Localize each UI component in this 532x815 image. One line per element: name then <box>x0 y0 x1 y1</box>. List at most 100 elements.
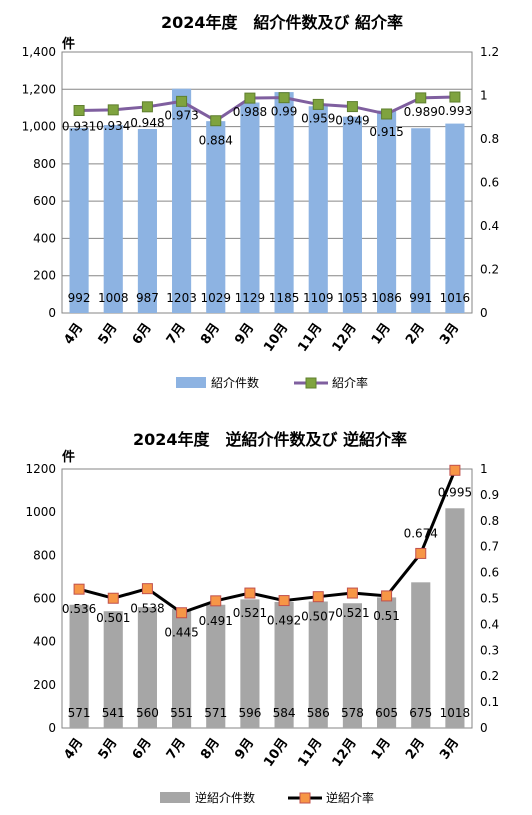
left-axis-tick-label: 0 <box>48 306 56 320</box>
right-axis-tick-label: 1 <box>480 462 488 476</box>
rate-value-label: 0.536 <box>62 602 96 616</box>
bar-value-label: 1029 <box>200 291 231 305</box>
right-axis-tick-label: 0.2 <box>480 669 499 683</box>
x-axis-category-label: 11月 <box>295 321 325 355</box>
rate-marker <box>244 587 256 599</box>
bar <box>240 102 260 313</box>
x-axis-category-label: 1月 <box>369 736 394 763</box>
chart-reverse-referrals: 2024年度 逆紹介件数及び 逆紹介率件 0 200 400 600 800 1000 120… <box>0 415 532 811</box>
rate-marker <box>312 98 324 110</box>
rate-marker <box>73 105 85 117</box>
bar <box>103 611 123 728</box>
rate-value-label: 0.973 <box>164 108 198 122</box>
left-axis-tick-label: 400 <box>33 635 56 649</box>
right-axis-tick-label: 0.4 <box>480 219 499 233</box>
x-axis-category-label: 8月 <box>198 321 223 348</box>
x-axis-category-label: 3月 <box>437 736 462 763</box>
right-axis-tick-label: 0.8 <box>480 514 499 528</box>
bar-value-label: 571 <box>68 706 91 720</box>
rate-line <box>79 95 455 123</box>
rate-marker <box>176 95 188 107</box>
bar <box>172 88 192 313</box>
bar-value-label: 596 <box>238 706 261 720</box>
bar-value-label: 571 <box>204 706 227 720</box>
x-axis-category-label: 7月 <box>164 736 189 763</box>
x-axis-category-label: 10月 <box>261 321 291 355</box>
rate-value-label: 0.491 <box>199 614 233 628</box>
bar-value-label: 1129 <box>235 291 266 305</box>
bar <box>137 128 157 313</box>
rate-marker <box>210 595 222 607</box>
bar <box>172 609 192 728</box>
rate-marker <box>415 547 427 559</box>
x-axis-category-label: 4月 <box>61 736 86 763</box>
rate-marker <box>107 592 119 604</box>
rate-marker <box>73 583 85 595</box>
rate-marker <box>449 91 461 103</box>
x-axis-category-label: 10月 <box>261 736 291 770</box>
left-axis-tick-label: 0 <box>48 721 56 735</box>
legend-marker-swatch <box>299 792 311 804</box>
rate-marker <box>278 595 290 607</box>
left-axis-tick-label: 1000 <box>25 505 56 519</box>
right-axis-tick-label: 0.6 <box>480 176 499 190</box>
rate-value-label: 0.948 <box>130 116 164 130</box>
x-axis-category-label: 7月 <box>164 321 189 348</box>
left-axis-tick-label: 1,400 <box>22 45 56 59</box>
right-axis-tick-label: 0.5 <box>480 592 499 606</box>
bar-value-label: 1086 <box>371 291 402 305</box>
rate-value-label: 0.949 <box>335 114 369 128</box>
rate-value-label: 0.501 <box>96 611 130 625</box>
bar-value-label: 991 <box>409 291 432 305</box>
bar <box>274 601 294 728</box>
x-axis-category-label: 3月 <box>437 321 462 348</box>
bar <box>445 508 465 728</box>
bar <box>240 599 260 728</box>
bar-value-label: 605 <box>375 706 398 720</box>
rate-marker <box>210 115 222 127</box>
x-axis-category-label: 1月 <box>369 321 394 348</box>
rate-value-label: 0.995 <box>438 485 472 499</box>
right-axis-tick-label: 0.4 <box>480 617 499 631</box>
rate-value-label: 0.51 <box>373 609 400 623</box>
left-axis-tick-label: 800 <box>33 157 56 171</box>
right-axis-tick-label: 0.3 <box>480 643 499 657</box>
bar <box>377 110 397 313</box>
chart-title: 2024年度 紹介件数及び 紹介率 <box>161 13 403 32</box>
bar-value-label: 675 <box>409 706 432 720</box>
bar-value-label: 987 <box>136 291 159 305</box>
x-axis-category-label: 5月 <box>96 736 121 763</box>
left-axis-tick-label: 800 <box>33 548 56 562</box>
bar <box>411 128 431 313</box>
rate-value-label: 0.507 <box>301 610 335 624</box>
right-axis-tick-label: 0.9 <box>480 488 499 502</box>
bar-value-label: 586 <box>307 706 330 720</box>
right-axis-tick-label: 0.7 <box>480 540 499 554</box>
rate-value-label: 0.492 <box>267 614 301 628</box>
bar <box>69 128 89 313</box>
chart-referrals: 2024年度 紹介件数及び 紹介率件 0 200 400 600 800 1,000 1,20… <box>0 0 532 400</box>
legend-bar-swatch <box>160 792 190 803</box>
rate-marker <box>381 590 393 602</box>
left-axis-tick-label: 1,200 <box>22 82 56 96</box>
right-axis-tick-label: 1.2 <box>480 45 499 59</box>
right-axis-tick-label: 0 <box>480 721 488 735</box>
rate-value-label: 0.884 <box>199 134 233 148</box>
rate-value-label: 0.959 <box>301 111 335 125</box>
rate-value-label: 0.915 <box>369 125 403 139</box>
rate-value-label: 0.989 <box>404 105 438 119</box>
rate-value-label: 0.99 <box>271 105 298 119</box>
bar-value-label: 560 <box>136 706 159 720</box>
rate-value-label: 0.445 <box>164 626 198 640</box>
x-axis-category-label: 12月 <box>330 736 360 770</box>
bar <box>411 582 431 728</box>
legend-line-label: 逆紹介率 <box>326 790 374 805</box>
x-axis-category-label: 2月 <box>403 736 428 763</box>
legend-bar-swatch <box>176 377 206 388</box>
x-axis-category-label: 4月 <box>61 321 86 348</box>
legend-marker-swatch <box>305 377 317 389</box>
right-axis-tick-label: 0.8 <box>480 132 499 146</box>
y-axis-unit-label: 件 <box>62 449 75 465</box>
rate-marker <box>346 101 358 113</box>
